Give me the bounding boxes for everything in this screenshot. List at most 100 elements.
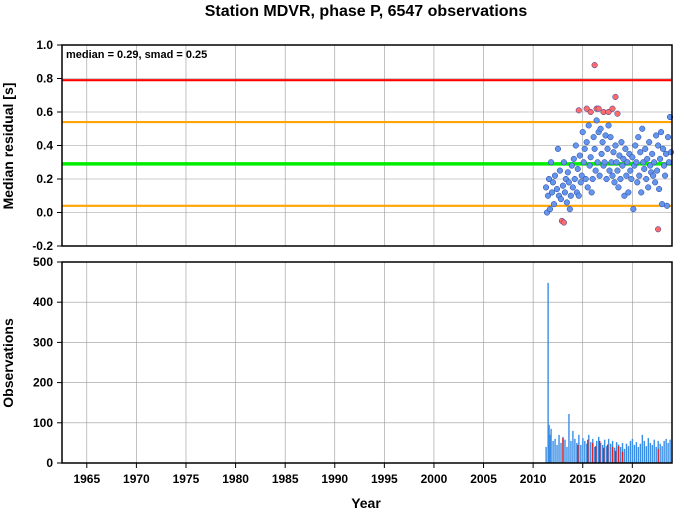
y-tick-label: 0.6 [36, 105, 53, 119]
observation-bar [560, 442, 562, 463]
residual-point [616, 152, 623, 159]
residual-point [557, 196, 564, 203]
residual-point [607, 134, 614, 141]
observation-bar [554, 438, 556, 463]
residual-point [587, 154, 594, 161]
residual-point [645, 184, 652, 191]
residual-point [649, 150, 656, 157]
observation-bar [598, 436, 600, 463]
residual-point [561, 189, 568, 196]
observation-bar [574, 438, 576, 463]
observation-bar [643, 440, 646, 463]
residual-point [559, 182, 566, 189]
observations-panel: 0 100 200 300 400 500 1965 1970 1975 1980 1985 199… [0, 255, 673, 511]
observation-bar [627, 446, 630, 463]
residual-point [664, 134, 672, 141]
residual-point [574, 165, 581, 172]
x-tick-label: 1985 [272, 472, 299, 486]
observation-bar [659, 443, 661, 463]
residual-point [569, 184, 576, 191]
observation-bar [633, 444, 636, 463]
y-tick-label: 300 [33, 335, 53, 349]
residual-point [652, 179, 659, 186]
residual-point [575, 192, 582, 199]
residual-point [579, 129, 586, 136]
y-tick-label: 500 [33, 255, 53, 269]
residual-point [620, 155, 627, 162]
y-tick-label: 200 [33, 376, 53, 390]
residual-point [545, 175, 553, 183]
residual-points [542, 62, 675, 233]
observations-frame [61, 261, 673, 464]
x-tick-label: 2020 [619, 472, 646, 486]
observation-bar [645, 446, 648, 463]
outlier-observation-bar [587, 439, 589, 463]
observation-bar [649, 442, 651, 463]
residual-point [542, 184, 550, 191]
residual-point [646, 139, 653, 146]
residual-point [544, 192, 552, 199]
outlier-observation-bar [606, 444, 609, 463]
outlier-observation-bar [611, 446, 614, 463]
outlier-observation-bar [598, 440, 601, 463]
outlier-point [612, 93, 619, 100]
residual-point [596, 172, 603, 179]
observation-bar [594, 446, 596, 463]
residual-y-ticks: -0.2 0.0 0.2 0.4 0.6 0.8 1.0 [32, 38, 62, 253]
residual-point [612, 142, 619, 149]
residual-point [590, 134, 597, 141]
observation-bar [625, 443, 628, 463]
y-tick-label: 100 [33, 416, 53, 430]
observation-bar [635, 442, 638, 463]
observation-bar [556, 444, 558, 463]
outlier-point [614, 110, 621, 117]
observations-x-ticks: 1965 1970 1975 1980 1985 1990 1995 2000 2005 2010… [73, 463, 646, 486]
residual-point [627, 167, 634, 174]
residual-point [588, 189, 595, 196]
observation-bar [629, 440, 632, 463]
residual-point [610, 149, 617, 156]
outlier-observation-bar [621, 451, 624, 463]
observation-bar [613, 447, 616, 463]
residual-point [549, 179, 557, 186]
observation-bar [578, 434, 580, 463]
observation-bar [548, 424, 550, 463]
outlier-point [595, 105, 602, 112]
observation-bar [596, 440, 598, 463]
residual-point [546, 206, 554, 213]
observation-bar [631, 438, 634, 463]
residual-point [615, 184, 622, 191]
residual-point [594, 159, 601, 166]
residual-point [655, 142, 662, 149]
residual-point [554, 145, 561, 152]
residual-point [601, 159, 608, 166]
residual-point [560, 159, 567, 166]
residual-point [643, 175, 650, 183]
observation-bar [558, 434, 560, 463]
y-tick-label: 0.0 [36, 206, 53, 220]
residual-point [606, 167, 613, 174]
residual-point [650, 172, 657, 179]
observation-bar [615, 442, 618, 463]
y-tick-label: -0.2 [32, 239, 53, 253]
residual-point [647, 162, 654, 169]
observations-y-label: Observations [0, 318, 16, 408]
residual-point [635, 134, 642, 141]
residual-point [657, 155, 664, 162]
residual-point [550, 201, 558, 208]
residual-point [576, 152, 583, 159]
outlier-observation-bar [602, 447, 605, 463]
observation-bar [607, 438, 610, 463]
x-tick-label: 1970 [123, 472, 150, 486]
residual-point [566, 206, 573, 213]
observation-bar [576, 442, 578, 463]
observation-bar [641, 434, 644, 463]
residual-point [609, 172, 616, 179]
residual-point [618, 139, 625, 146]
residual-annotation: median = 0.29, smad = 0.25 [66, 49, 207, 61]
residual-point [658, 129, 665, 136]
residual-point [653, 132, 660, 139]
observation-bar [661, 446, 663, 463]
observation-bar [603, 439, 606, 463]
